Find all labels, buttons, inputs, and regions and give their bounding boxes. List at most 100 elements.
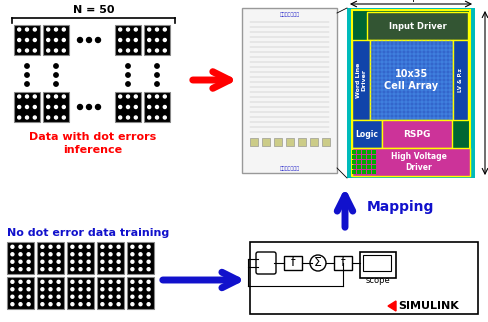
Bar — [382, 120, 452, 148]
Circle shape — [11, 295, 14, 298]
Bar — [352, 165, 356, 169]
Circle shape — [131, 260, 134, 263]
Bar — [322, 138, 330, 146]
Text: Σ: Σ — [314, 257, 322, 270]
Circle shape — [71, 295, 74, 298]
Circle shape — [87, 245, 90, 248]
Circle shape — [49, 303, 52, 306]
Bar — [352, 10, 470, 176]
Circle shape — [62, 28, 65, 31]
Bar — [362, 160, 366, 164]
Circle shape — [131, 253, 134, 256]
Circle shape — [101, 280, 104, 283]
Circle shape — [78, 37, 82, 43]
Circle shape — [71, 260, 74, 263]
Circle shape — [86, 105, 92, 109]
Bar — [357, 150, 361, 154]
Circle shape — [57, 260, 60, 263]
Circle shape — [96, 105, 101, 109]
Circle shape — [87, 280, 90, 283]
Circle shape — [126, 116, 129, 119]
Circle shape — [27, 268, 30, 271]
Circle shape — [139, 245, 142, 248]
Circle shape — [109, 268, 112, 271]
Circle shape — [71, 280, 74, 283]
Circle shape — [163, 39, 166, 42]
Circle shape — [119, 39, 122, 42]
Bar — [262, 138, 270, 146]
Circle shape — [139, 268, 142, 271]
Bar — [43, 25, 69, 55]
Circle shape — [27, 295, 30, 298]
Bar — [367, 155, 371, 159]
Bar — [372, 150, 376, 154]
Bar — [298, 138, 306, 146]
Circle shape — [41, 303, 44, 306]
Circle shape — [119, 116, 122, 119]
Circle shape — [19, 245, 22, 248]
Circle shape — [131, 280, 134, 283]
Text: LV & P.z: LV & P.z — [459, 68, 464, 92]
Text: 10x35
Cell Array: 10x35 Cell Array — [385, 69, 439, 91]
Circle shape — [109, 288, 112, 291]
Bar — [37, 242, 64, 274]
Circle shape — [155, 82, 159, 86]
Circle shape — [163, 49, 166, 52]
Circle shape — [55, 49, 58, 52]
Text: High Voltage
Driver: High Voltage Driver — [391, 152, 447, 172]
Bar — [115, 92, 141, 122]
Bar — [362, 150, 366, 154]
Circle shape — [101, 288, 104, 291]
Circle shape — [109, 245, 112, 248]
Bar — [286, 138, 294, 146]
Circle shape — [19, 253, 22, 256]
Circle shape — [41, 280, 44, 283]
Circle shape — [156, 116, 159, 119]
Circle shape — [109, 295, 112, 298]
Bar — [372, 170, 376, 174]
Circle shape — [11, 253, 14, 256]
Circle shape — [87, 303, 90, 306]
Bar — [363, 255, 391, 271]
Circle shape — [49, 295, 52, 298]
Bar — [250, 242, 478, 314]
Bar — [352, 170, 356, 174]
Text: Mapping: Mapping — [367, 200, 434, 214]
Circle shape — [62, 49, 65, 52]
Circle shape — [101, 303, 104, 306]
Circle shape — [62, 106, 65, 109]
Circle shape — [156, 49, 159, 52]
Circle shape — [79, 295, 82, 298]
Circle shape — [71, 268, 74, 271]
Circle shape — [126, 64, 130, 68]
Circle shape — [79, 303, 82, 306]
Circle shape — [147, 253, 150, 256]
Circle shape — [139, 253, 142, 256]
Circle shape — [109, 260, 112, 263]
Bar — [127, 277, 154, 309]
Circle shape — [41, 253, 44, 256]
Bar — [7, 277, 34, 309]
Circle shape — [71, 253, 74, 256]
Circle shape — [79, 268, 82, 271]
Circle shape — [25, 106, 28, 109]
Polygon shape — [388, 301, 396, 311]
Bar — [352, 160, 356, 164]
Bar — [347, 8, 475, 178]
Text: Word Line
Driver: Word Line Driver — [356, 62, 366, 98]
Circle shape — [79, 288, 82, 291]
Circle shape — [18, 49, 20, 52]
Text: f: f — [341, 257, 345, 270]
Circle shape — [54, 82, 58, 86]
Circle shape — [18, 39, 20, 42]
Text: No dot error data training: No dot error data training — [7, 228, 169, 238]
Circle shape — [33, 39, 36, 42]
Circle shape — [11, 260, 14, 263]
Circle shape — [71, 245, 74, 248]
Circle shape — [126, 28, 129, 31]
Bar — [367, 12, 468, 40]
Circle shape — [25, 28, 28, 31]
Circle shape — [109, 303, 112, 306]
Bar — [367, 150, 371, 154]
Circle shape — [156, 106, 159, 109]
